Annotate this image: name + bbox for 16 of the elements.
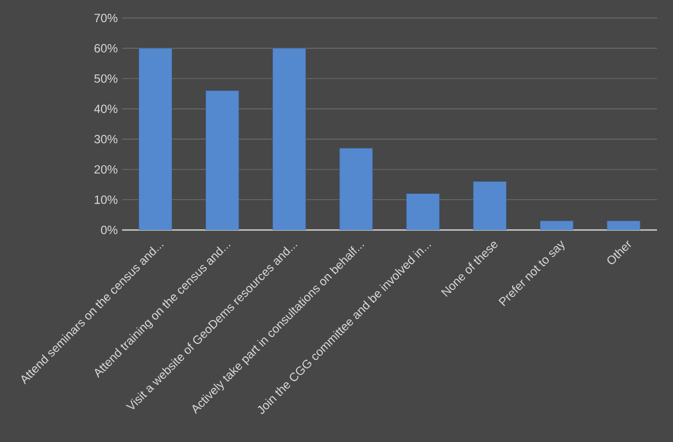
y-tick-label: 40% (94, 104, 118, 114)
bar (540, 220, 574, 230)
bar (473, 181, 507, 230)
bar (138, 48, 172, 230)
y-tick-label: 30% (94, 134, 118, 144)
y-tick-label: 50% (94, 74, 118, 83)
bar (406, 193, 440, 230)
y-tick-label: 0% (101, 226, 118, 234)
bar (272, 48, 306, 230)
bar (606, 220, 640, 230)
y-tick-label: 20% (94, 165, 118, 174)
bar (206, 90, 240, 230)
bar (339, 148, 373, 230)
y-tick-label: 10% (94, 195, 118, 204)
y-tick-label: 70% (94, 14, 118, 22)
y-tick-label: 60% (94, 44, 118, 52)
